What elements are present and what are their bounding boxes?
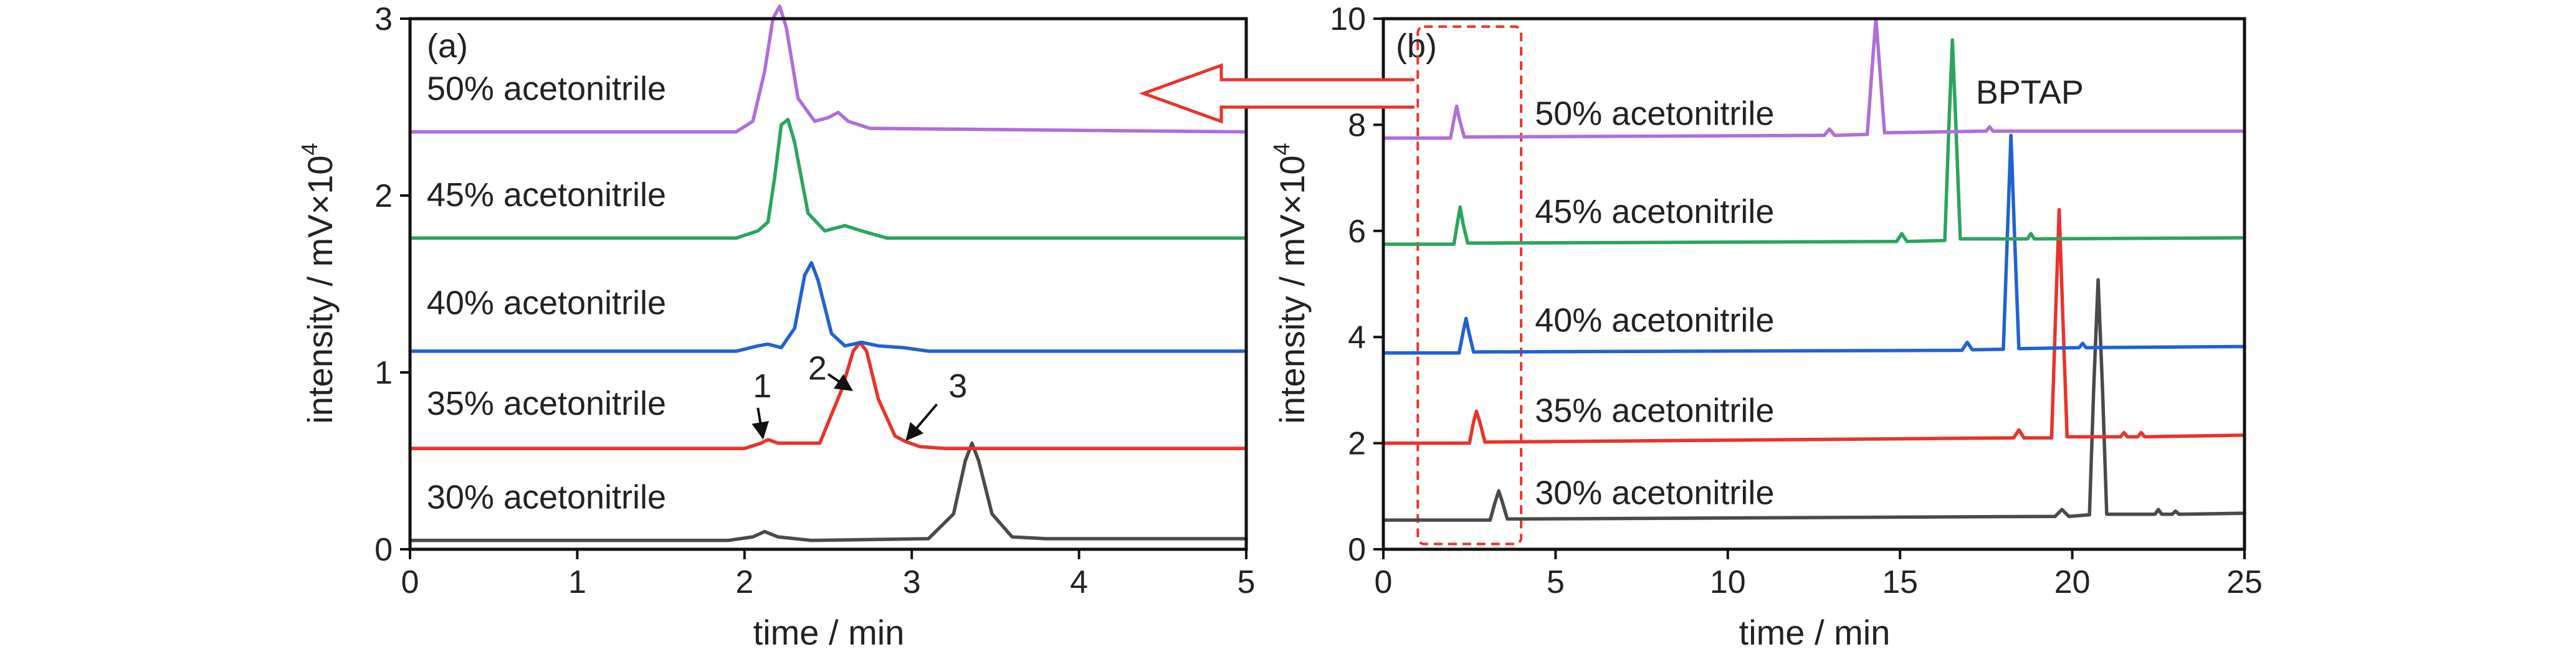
trace-45-acetonitrile (1381, 38, 2246, 246)
y-tick-label: 2 (1348, 426, 1366, 462)
trace-35-acetonitrile (408, 340, 1248, 450)
x-tick-label: 20 (2054, 564, 2091, 600)
trace-40-acetonitrile (1381, 133, 2246, 355)
panel-b-x-axis-title: time / min (1739, 613, 1891, 652)
trace-40-acetonitrile (408, 261, 1248, 353)
panel-b-ticks: 0 5 10 15 20 25 0 2 4 6 8 10 (1330, 1, 2263, 600)
x-tick-label: 3 (903, 564, 921, 600)
trace-30-acetonitrile (1381, 278, 2246, 522)
panel-a-frame (408, 17, 1248, 551)
x-tick-label: 5 (1547, 564, 1565, 600)
x-tick-label: 15 (1882, 564, 1918, 600)
x-tick-label: 10 (1710, 564, 1746, 600)
x-tick-label: 4 (1070, 564, 1088, 600)
y-tick-label: 0 (374, 532, 393, 568)
panel-b-label: (b) (1396, 27, 1437, 65)
panel-a-label: (a) (427, 27, 468, 65)
panel-b-frame (1381, 17, 2246, 551)
trace-label: 50% acetonitrile (1535, 95, 1774, 132)
peak-arrow (905, 403, 938, 442)
trace-label: 35% acetonitrile (427, 385, 666, 422)
y-tick-label: 0 (1348, 532, 1366, 568)
y-tick-label: 6 (1348, 214, 1366, 250)
x-tick-label: 1 (568, 564, 586, 600)
trace-35-acetonitrile (1381, 207, 2246, 445)
x-tick-label: 25 (2226, 564, 2263, 600)
panel-b-trace-labels: 30% acetonitrile 35% acetonitrile 40% acet… (1535, 95, 1774, 511)
trace-label: 45% acetonitrile (1535, 193, 1774, 230)
y-tick-label: 2 (374, 178, 393, 214)
linking-arrow-shape (1138, 63, 1414, 124)
panel-a-trace-labels: 30% acetonitrile 35% acetonitrile 40% acet… (427, 70, 666, 516)
y-tick-label: 3 (374, 1, 393, 37)
x-tick-label: 5 (1238, 564, 1256, 600)
panel-b-y-axis-title: intensity / mV×104 (1269, 143, 1312, 423)
peak-number-label: 1 (753, 367, 771, 405)
peak-arrow (827, 373, 853, 392)
panel-a-y-axis-title: intensity / mV×104 (297, 143, 340, 423)
trace-label: 30% acetonitrile (427, 479, 666, 516)
highlight-box (1416, 25, 1523, 546)
compound-label: BPTAP (1976, 73, 2084, 111)
y-tick-label: 10 (1330, 1, 1366, 37)
y-tick-label: 8 (1348, 107, 1366, 143)
peak-number-label: 2 (808, 349, 827, 387)
trace-30-acetonitrile (408, 441, 1248, 542)
trace-label: 50% acetonitrile (427, 70, 666, 108)
panel-b-annotations: BPTAP (1976, 73, 2084, 111)
x-tick-label: 2 (735, 564, 753, 600)
trace-label: 45% acetonitrile (427, 176, 666, 214)
linking-arrow (1138, 63, 1414, 124)
x-tick-label: 0 (1375, 564, 1393, 600)
panel-b: intensity / mV×104 time / min (b) 0 5 10 15… (1269, 1, 2263, 652)
x-tick-label: 0 (401, 564, 419, 600)
trace-50-acetonitrile (1381, 17, 2246, 140)
y-tick-label: 1 (374, 355, 393, 391)
trace-label: 40% acetonitrile (1535, 302, 1774, 339)
trace-45-acetonitrile (408, 118, 1248, 240)
panel-a-x-axis-title: time / min (753, 613, 905, 652)
y-tick-label: 4 (1348, 319, 1366, 356)
trace-label: 35% acetonitrile (1535, 392, 1774, 430)
trace-50-acetonitrile (408, 4, 1248, 134)
panel-b-traces (1381, 17, 2246, 522)
peak-number-label: 3 (948, 367, 967, 405)
peak-arrow (751, 407, 769, 440)
trace-label: 30% acetonitrile (1535, 475, 1774, 512)
trace-label: 40% acetonitrile (427, 284, 666, 321)
panel-a-traces (408, 4, 1248, 542)
